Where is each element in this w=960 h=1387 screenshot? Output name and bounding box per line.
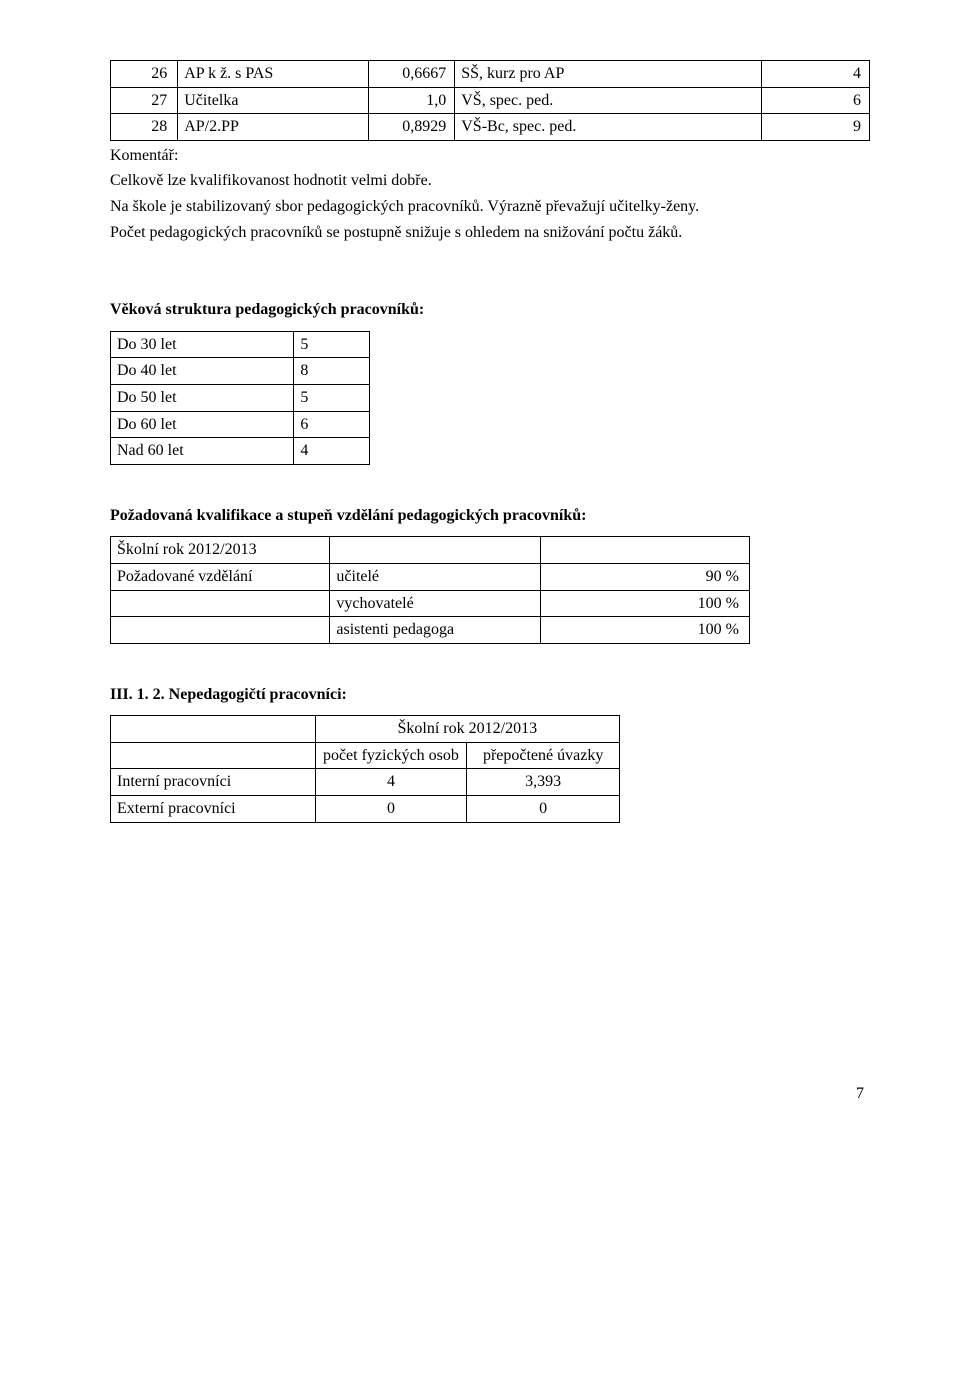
cell: AP k ž. s PAS [178,61,369,88]
cell: 8 [294,358,370,385]
table-row: asistenti pedagoga 100 % [111,617,750,644]
table-row: Nad 60 let 4 [111,438,370,465]
cell: 28 [111,114,178,141]
cell: Do 50 let [111,384,294,411]
cell: 26 [111,61,178,88]
cell: Do 60 let [111,411,294,438]
cell: vychovatelé [330,590,540,617]
table-row: Školní rok 2012/2013 [111,716,620,743]
cell: počet fyzických osob [315,742,467,769]
cell: 0 [467,796,620,823]
comment-label: Komentář: [110,145,870,167]
comment-line: Na škole je stabilizovaný sbor pedagogic… [110,196,870,218]
table-row: 26 AP k ž. s PAS 0,6667 SŠ, kurz pro AP … [111,61,870,88]
cell: učitelé [330,563,540,590]
cell: 9 [761,114,869,141]
cell: Školní rok 2012/2013 [111,537,330,564]
cell [330,537,540,564]
cell: Školní rok 2012/2013 [315,716,619,743]
cell: Učitelka [178,87,369,114]
table-nonped: Školní rok 2012/2013 počet fyzických oso… [110,715,620,822]
table-qualification: Školní rok 2012/2013 Požadované vzdělání… [110,536,750,643]
cell: 100 % [540,617,749,644]
cell: 0,8929 [369,114,455,141]
comment-line: Počet pedagogických pracovníků se postup… [110,222,870,244]
table-row: Školní rok 2012/2013 [111,537,750,564]
cell: Externí pracovníci [111,796,316,823]
table-row: Požadované vzdělání učitelé 90 % [111,563,750,590]
table-age: Do 30 let 5 Do 40 let 8 Do 50 let 5 Do 6… [110,331,370,465]
cell: 6 [294,411,370,438]
cell: Interní pracovníci [111,769,316,796]
cell [540,537,749,564]
table-row: Externí pracovníci 0 0 [111,796,620,823]
comment-line: Celkově lze kvalifikovanost hodnotit vel… [110,170,870,192]
table-row: 28 AP/2.PP 0,8929 VŠ-Bc, spec. ped. 9 [111,114,870,141]
qual-heading: Požadovaná kvalifikace a stupeň vzdělání… [110,505,870,527]
table-row: Do 60 let 6 [111,411,370,438]
cell: 5 [294,384,370,411]
cell: 5 [294,331,370,358]
cell [111,617,330,644]
cell: 4 [761,61,869,88]
cell: 0 [315,796,467,823]
cell: přepočtené úvazky [467,742,620,769]
cell: SŠ, kurz pro AP [455,61,762,88]
table-row: 27 Učitelka 1,0 VŠ, spec. ped. 6 [111,87,870,114]
cell: 100 % [540,590,749,617]
cell: VŠ-Bc, spec. ped. [455,114,762,141]
table-row: počet fyzických osob přepočtené úvazky [111,742,620,769]
cell: 4 [294,438,370,465]
cell [111,716,316,743]
table-row: vychovatelé 100 % [111,590,750,617]
cell: 3,393 [467,769,620,796]
cell: asistenti pedagoga [330,617,540,644]
page-number: 7 [110,1083,870,1105]
table-row: Do 30 let 5 [111,331,370,358]
cell: 0,6667 [369,61,455,88]
cell: 1,0 [369,87,455,114]
table-row: Do 40 let 8 [111,358,370,385]
cell [111,590,330,617]
cell: AP/2.PP [178,114,369,141]
cell [111,742,316,769]
cell: 6 [761,87,869,114]
cell: Nad 60 let [111,438,294,465]
cell: VŠ, spec. ped. [455,87,762,114]
cell: Do 30 let [111,331,294,358]
cell: 90 % [540,563,749,590]
table-top: 26 AP k ž. s PAS 0,6667 SŠ, kurz pro AP … [110,60,870,141]
table-row: Do 50 let 5 [111,384,370,411]
cell: Do 40 let [111,358,294,385]
cell: 27 [111,87,178,114]
cell: 4 [315,769,467,796]
table-row: Interní pracovníci 4 3,393 [111,769,620,796]
nonped-heading: III. 1. 2. Nepedagogičtí pracovníci: [110,684,870,706]
age-heading: Věková struktura pedagogických pracovník… [110,299,870,321]
cell: Požadované vzdělání [111,563,330,590]
